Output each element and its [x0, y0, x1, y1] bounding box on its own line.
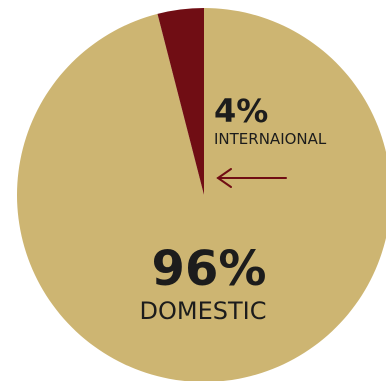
- pie-slice-internaional: [157, 8, 204, 195]
- slice-category-label-internaional: INTERNAIONAL: [214, 130, 327, 148]
- pie-slice-domestic: [17, 8, 386, 381]
- slice-value-label-domestic: 96%: [152, 241, 267, 297]
- slice-value-label-internaional: 4%: [214, 92, 268, 130]
- slice-category-label-domestic: DOMESTIC: [140, 297, 267, 325]
- arrow-icon: [216, 168, 287, 188]
- pie-slices: [17, 8, 386, 381]
